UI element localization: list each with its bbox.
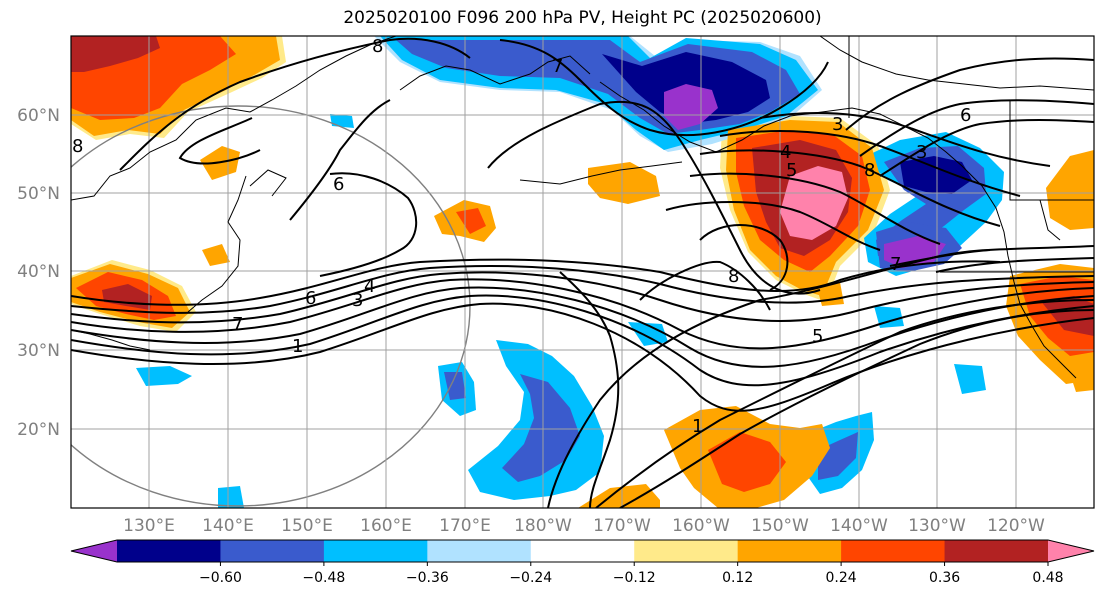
latitude-labels: 60°N 50°N 40°N 30°N 20°N: [17, 106, 60, 440]
colorbar-tick-label: 0.12: [722, 570, 753, 586]
contour-label: 1: [292, 336, 303, 357]
map-border: [70, 35, 1095, 509]
colorbar-tick-label: −0.48: [302, 570, 345, 586]
longitude-label: 170°E: [439, 516, 491, 536]
longitude-label: 140°E: [202, 516, 254, 536]
longitude-label: 130°W: [908, 516, 966, 536]
longitude-label: 180°W: [514, 516, 572, 536]
colorbar-swatch: [427, 540, 532, 562]
colorbar-tick-label: −0.36: [406, 570, 449, 586]
colorbar-swatch: [323, 540, 428, 562]
colorbar-tick-label: 0.24: [826, 570, 857, 586]
longitude-label: 160°E: [360, 516, 412, 536]
longitude-label: 150°W: [751, 516, 809, 536]
contour-label: 4: [780, 142, 791, 163]
contour-label: 8: [728, 266, 739, 287]
contour-label: 3: [832, 114, 843, 135]
coastlines: [71, 36, 1094, 379]
longitude-label: 160°W: [672, 516, 730, 536]
colorbar-swatch: [530, 540, 635, 562]
contour-label: 5: [786, 160, 797, 181]
colorbar-swatch: [117, 540, 221, 562]
colorbar-ticks: −0.60 −0.48 −0.36 −0.24 −0.12 0.12 0.24 0.36 0.4…: [199, 562, 1064, 586]
contour-label: 3: [916, 142, 927, 163]
latitude-label: 40°N: [17, 262, 60, 282]
contour-label: 4: [364, 276, 375, 297]
colorbar-tick-label: −0.24: [509, 570, 552, 586]
contour-labels: 8 8 6 6 6 7 7 1 1 3 4 5 8 4 5 3 8 7 3: [72, 36, 971, 437]
longitude-label: 170°W: [593, 516, 651, 536]
contour-label: 6: [333, 174, 344, 195]
contour-label: 7: [232, 314, 243, 335]
latitude-label: 60°N: [17, 106, 60, 126]
colorbar-swatch: [737, 540, 842, 562]
colorbar-swatch: [944, 540, 1049, 562]
latitude-label: 50°N: [17, 184, 60, 204]
latitude-label: 20°N: [17, 420, 60, 440]
colorbar-outline: [70, 539, 1095, 563]
contour-label: 8: [864, 160, 875, 181]
colorbar-extend-min: [71, 540, 117, 562]
contour-label: 7: [552, 56, 563, 77]
colorbar-extend-max: [1048, 540, 1094, 562]
colorbar-tick-label: 0.36: [929, 570, 960, 586]
colorbar-swatch: [634, 540, 739, 562]
colorbar-swatch: [220, 540, 325, 562]
colorbar: [70, 539, 1095, 563]
height-contours: [71, 37, 1094, 508]
contour-label: 6: [305, 288, 316, 309]
contour-label: 8: [72, 136, 83, 157]
contour-label: 5: [812, 326, 823, 347]
map-title: 2025020100 F096 200 hPa PV, Height PC (2…: [343, 8, 822, 28]
contour-label: 3: [352, 290, 363, 311]
longitude-label: 120°W: [987, 516, 1045, 536]
contour-label: 6: [960, 105, 971, 126]
latitude-label: 30°N: [17, 341, 60, 361]
longitude-label: 130°E: [123, 516, 175, 536]
colorbar-tick-label: 0.48: [1032, 570, 1063, 586]
longitude-labels: 130°E 140°E 150°E 160°E 170°E 180°W 170°…: [123, 516, 1045, 536]
contour-label: 1: [692, 416, 703, 437]
colorbar-tick-label: −0.60: [199, 570, 242, 586]
colorbar-swatch: [841, 540, 946, 562]
contour-label: 7: [890, 254, 901, 275]
longitude-label: 150°E: [281, 516, 333, 536]
pv-anomaly-field: [71, 36, 1094, 508]
contour-label: 8: [372, 36, 383, 57]
longitude-label: 140°W: [830, 516, 888, 536]
colorbar-tick-label: −0.12: [613, 570, 656, 586]
